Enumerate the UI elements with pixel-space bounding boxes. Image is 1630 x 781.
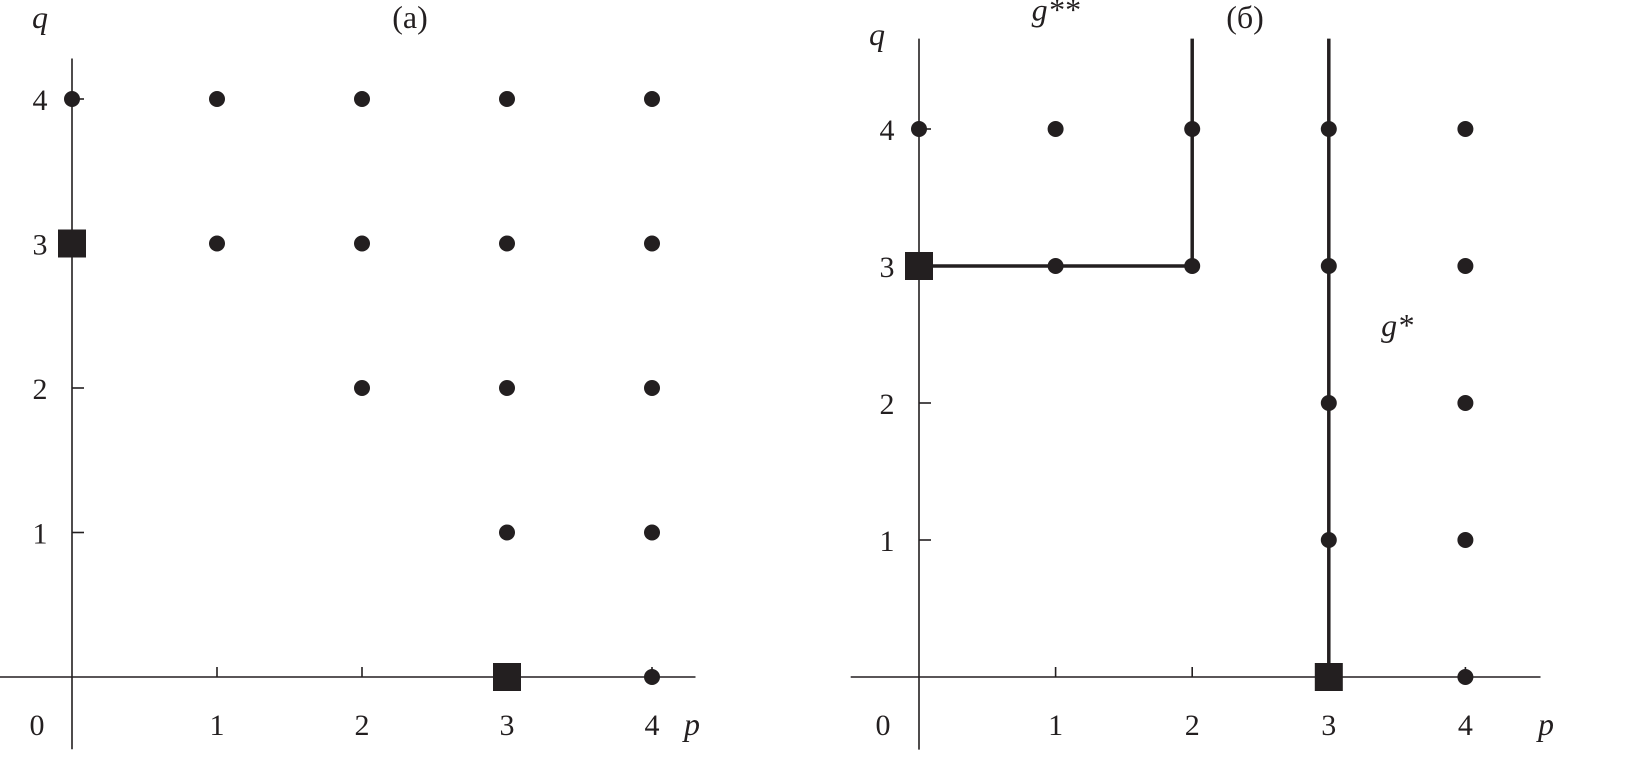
lattice-point [1457, 258, 1474, 274]
lattice-point [1320, 258, 1337, 274]
lattice-point [1184, 258, 1201, 274]
lattice-point [354, 235, 370, 252]
y-tick-label: 2 [33, 373, 48, 406]
lattice-point [499, 524, 515, 541]
lattice-point [1184, 121, 1201, 137]
lattice-point [499, 380, 515, 396]
lattice-point [644, 669, 660, 685]
lattice-point [911, 121, 927, 137]
x-tick-label: 2 [355, 709, 370, 742]
lattice-point [1047, 121, 1064, 137]
y-tick-label: 1 [33, 518, 48, 551]
lattice-point [1457, 395, 1474, 411]
panel-a: 1 2 3 4 1 2 3 4 0 p q (а) [0, 0, 700, 750]
lattice-point [499, 91, 515, 107]
x-axis-label: p [682, 706, 700, 742]
x-tick-label: 1 [1048, 709, 1063, 742]
annotation-label: g* [1381, 307, 1413, 343]
lattice-point [1320, 532, 1337, 548]
path-line [919, 38, 1194, 268]
y-tick-label: 2 [880, 388, 895, 421]
lattice-point [1457, 669, 1474, 685]
lattice-point [1457, 532, 1474, 548]
lattice-point [499, 235, 515, 252]
y-axis-label: q [32, 0, 48, 35]
x-axis-label: p [1536, 706, 1554, 742]
lattice-point [354, 91, 370, 107]
y-axis-label: q [869, 16, 885, 52]
square-point [905, 252, 933, 280]
x-tick-label: 3 [500, 709, 515, 742]
x-tick-label: 3 [1321, 709, 1336, 742]
panel-label: (а) [392, 0, 428, 35]
panel-b: 1 2 3 4 1 2 3 4 0 p q (б) g** g* [850, 0, 1554, 750]
origin-label: 0 [30, 709, 45, 742]
panel-label: (б) [1226, 0, 1264, 35]
lattice-point [1320, 395, 1337, 411]
y-tick-label: 3 [880, 251, 895, 284]
y-tick-label: 1 [880, 525, 895, 558]
x-tick-label: 4 [1458, 709, 1473, 742]
y-tick-label: 3 [33, 229, 48, 262]
x-tick-label: 4 [645, 709, 660, 742]
lattice-point [209, 91, 225, 107]
lattice-point [644, 380, 660, 396]
lattice-point [1320, 121, 1337, 137]
lattice-point [64, 91, 80, 107]
square-point [58, 229, 86, 258]
lattice-point [1047, 258, 1064, 274]
y-tick-label: 4 [33, 84, 48, 117]
y-tick-label: 4 [880, 114, 895, 147]
lattice-point [644, 524, 660, 541]
origin-label: 0 [876, 709, 891, 742]
lattice-point [354, 380, 370, 396]
x-tick-label: 2 [1185, 709, 1200, 742]
annotation-label: g** [1032, 0, 1080, 28]
lattice-point [644, 91, 660, 107]
lattice-point [1457, 121, 1474, 137]
x-tick-label: 1 [210, 709, 225, 742]
square-point [1314, 663, 1343, 691]
lattice-point [209, 235, 225, 252]
square-point [493, 663, 521, 691]
lattice-point [644, 235, 660, 252]
